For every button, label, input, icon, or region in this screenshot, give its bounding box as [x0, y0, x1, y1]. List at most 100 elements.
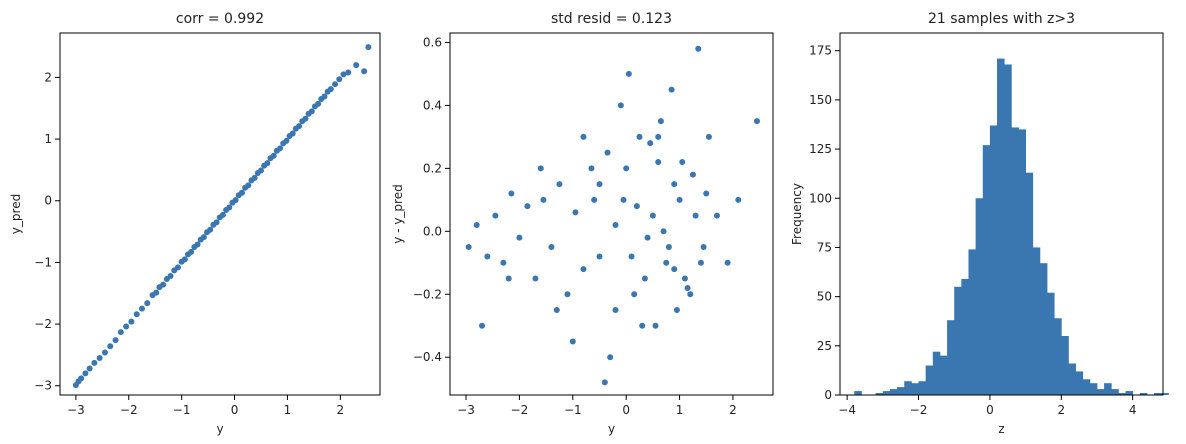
scatter-panel-corr: −3 −2 −1 0 1 2 −3 −2 −1 0 1 2 corr = 0.992 y y_pred — [9, 11, 381, 436]
scatter-point — [703, 190, 710, 197]
plot-frame — [449, 32, 774, 396]
scatter-point — [679, 159, 686, 166]
y-tick-label: −0.4 — [413, 350, 442, 364]
scatter-point — [649, 212, 656, 219]
y-tick-label: 0.0 — [423, 224, 442, 238]
scatter-point — [194, 241, 201, 248]
scatter-point — [508, 190, 515, 197]
scatter-point — [327, 86, 334, 93]
scatter-point — [591, 196, 598, 203]
scatter-point — [548, 244, 555, 251]
scatter-point — [612, 222, 619, 229]
scatter-point — [681, 275, 688, 282]
histogram-bar — [1082, 379, 1091, 395]
y-tick-label: 2 — [44, 70, 52, 84]
scatter-point — [128, 318, 135, 325]
histogram-bar — [1061, 335, 1069, 395]
scatter-point — [684, 284, 691, 291]
scatter-point — [302, 115, 309, 122]
x-tick-label: 2 — [337, 403, 345, 417]
scatter-point — [655, 133, 662, 140]
scatter-point — [251, 174, 258, 181]
scatter-point — [365, 44, 372, 51]
scatter-point — [315, 100, 322, 107]
scatter-point — [232, 197, 239, 204]
scatter-point — [361, 68, 368, 75]
scatter-point — [700, 244, 707, 251]
scatter-panel-residuals: −3 −2 −1 0 1 2 −0.4 −0.2 0.0 0.2 0.4 0.6 std resid =… — [391, 11, 774, 436]
scatter-point — [569, 338, 576, 345]
scatter-point — [86, 365, 93, 372]
x-axis-label: y — [608, 422, 615, 436]
histogram-bar — [1039, 263, 1048, 395]
y-axis-label: y - y_pred — [391, 184, 405, 243]
scatter-point — [695, 45, 702, 52]
histogram-bar — [961, 278, 969, 395]
histogram-bar — [918, 381, 927, 395]
histogram-bar — [1089, 383, 1098, 395]
x-tick-label: −1 — [564, 403, 582, 417]
scatter-point — [505, 275, 512, 282]
scatter-point — [753, 118, 760, 125]
histogram-bar — [1154, 393, 1162, 395]
scatter-point — [628, 253, 635, 260]
scatter-point — [580, 266, 587, 273]
scatter-point — [283, 137, 290, 144]
scatter-point — [107, 343, 114, 350]
y-tick-label: 0.4 — [423, 98, 442, 112]
scatter-point — [713, 212, 720, 219]
scatter-point — [91, 359, 98, 366]
scatter-point — [687, 291, 694, 298]
histogram-bar — [1104, 383, 1112, 395]
y-tick-label: 150 — [809, 93, 832, 107]
scatter-point — [692, 212, 699, 219]
scatter-point — [500, 259, 507, 266]
y-tick-label: −2 — [34, 317, 52, 331]
y-tick-label: 75 — [817, 240, 832, 254]
histogram-bar — [1125, 391, 1134, 395]
histogram-bar — [1118, 393, 1126, 395]
y-tick-label: 0 — [44, 194, 52, 208]
scatter-point — [277, 145, 284, 152]
histogram-bar — [989, 125, 998, 395]
y-tick-label: 0.2 — [423, 161, 442, 175]
scatter-point — [580, 133, 587, 140]
histogram-bar — [932, 351, 941, 395]
x-tick-label: 0 — [622, 403, 630, 417]
histogram-bar — [1139, 393, 1148, 395]
histogram-panel-z: −4 −2 0 2 4 0 25 50 75 100 125 150 175 21 samples wit… — [790, 11, 1169, 436]
scatter-point — [607, 354, 614, 361]
y-tick-label: 175 — [809, 44, 832, 58]
scatter-point — [647, 140, 654, 147]
x-tick-label: −3 — [457, 403, 475, 417]
x-tick-label: −3 — [67, 403, 85, 417]
histogram-bar — [1032, 247, 1041, 395]
scatter-point — [641, 275, 648, 282]
x-tick-label: 0 — [231, 403, 239, 417]
scatter-point — [673, 307, 680, 314]
scatter-point — [167, 272, 174, 279]
scatter-point — [289, 130, 296, 137]
scatter-point — [697, 259, 704, 266]
histogram-bar — [882, 391, 891, 395]
scatter-point — [465, 244, 472, 251]
histogram-bar — [975, 198, 984, 395]
scatter-point — [655, 159, 662, 166]
scatter-point — [540, 196, 547, 203]
scatter-point — [625, 70, 632, 77]
scatter-point — [101, 349, 108, 356]
y-tick-label: 125 — [809, 142, 832, 156]
scatter-point — [473, 222, 480, 229]
x-axis-label: y — [216, 422, 223, 436]
scatter-point — [153, 289, 160, 296]
y-tick-label: 1 — [44, 132, 52, 146]
y-tick-label: −1 — [34, 255, 52, 269]
histogram-bar — [968, 249, 977, 395]
scatter-point — [644, 234, 651, 241]
histogram-bar — [925, 365, 934, 395]
chart-title: corr = 0.992 — [176, 11, 264, 27]
y-tick-label: −0.2 — [413, 287, 442, 301]
x-tick-label: 0 — [986, 403, 994, 417]
y-tick-label: 100 — [809, 191, 832, 205]
